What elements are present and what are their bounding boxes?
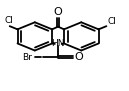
Text: HN: HN [51,39,65,48]
Text: Br: Br [22,53,32,62]
Text: O: O [75,52,84,62]
Text: Cl: Cl [5,16,14,25]
Text: O: O [54,7,62,17]
Text: Cl: Cl [107,17,116,26]
